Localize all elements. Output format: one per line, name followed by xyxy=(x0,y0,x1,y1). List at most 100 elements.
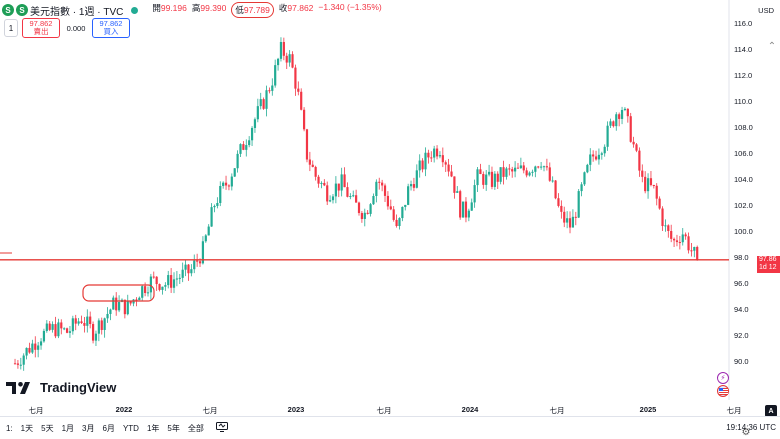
candle-body xyxy=(661,208,664,227)
sell-button[interactable]: 97.862 賣出 xyxy=(22,18,60,38)
candle-body xyxy=(135,299,138,301)
open-value: 99.196 xyxy=(160,3,187,13)
candle-body xyxy=(638,150,641,171)
candle-body xyxy=(170,275,173,288)
candle-body xyxy=(100,320,103,330)
candle-body xyxy=(308,159,311,165)
candle-body xyxy=(42,330,46,342)
scroll-up-icon[interactable]: ⌃ xyxy=(767,40,777,52)
candle-body xyxy=(681,234,684,243)
candle-body xyxy=(268,90,271,92)
candle-body xyxy=(693,246,696,251)
candle-body xyxy=(372,195,375,205)
timeframe-5d[interactable]: 5天 xyxy=(41,423,54,433)
candle-body xyxy=(334,183,337,197)
candle-body xyxy=(279,41,283,59)
candle-body xyxy=(383,185,387,196)
gear-icon[interactable]: ⚙ xyxy=(741,426,751,438)
auto-scale-button[interactable]: A xyxy=(765,405,777,417)
candle-body xyxy=(271,85,274,91)
candle-body xyxy=(467,210,470,218)
candle-body xyxy=(149,276,152,293)
candle-body xyxy=(537,166,540,168)
candle-body xyxy=(216,202,219,206)
candle-body xyxy=(415,170,418,188)
timeframe-all[interactable]: 全部 xyxy=(187,423,204,433)
candle-body xyxy=(201,241,205,264)
price-tick-label: 106.0 xyxy=(734,149,753,158)
candle-body xyxy=(447,164,450,172)
low-value: 97.789 xyxy=(243,5,270,15)
candle-body xyxy=(540,166,543,168)
candle-body xyxy=(404,204,407,207)
symbol-title[interactable]: 美元指數 · 1週 · TVC xyxy=(30,6,124,18)
candle-body xyxy=(172,279,176,288)
candle-body xyxy=(106,313,109,319)
dollar-symbol-icon: S xyxy=(2,4,14,16)
time-tick-label: 七月 xyxy=(28,406,44,415)
change-value: −1.340 (−1.35%) xyxy=(318,2,382,12)
timeframe-3m[interactable]: 3月 xyxy=(82,423,95,433)
clock-time[interactable]: 19:14:36 UTC xyxy=(726,423,776,432)
candle-body xyxy=(508,168,511,170)
candle-body xyxy=(525,170,528,176)
price-chart[interactable] xyxy=(0,0,780,416)
candle-body xyxy=(502,167,505,177)
candle-body xyxy=(670,230,673,239)
candle-body xyxy=(456,191,459,193)
tradingview-logo[interactable]: TradingView xyxy=(6,380,116,395)
candle-body xyxy=(329,200,332,202)
timeframe-ytd[interactable]: YTD xyxy=(122,423,139,433)
candle-body xyxy=(389,206,392,210)
candle-body xyxy=(276,58,280,66)
timeframe-6m[interactable]: 6月 xyxy=(102,423,115,433)
candle-body xyxy=(516,167,520,169)
candle-body xyxy=(207,226,210,236)
high-label: 高 xyxy=(191,3,201,13)
candle-body xyxy=(635,144,638,151)
lightning-icon[interactable]: ⚡ xyxy=(717,372,729,384)
candle-body xyxy=(485,174,488,185)
compare-icon[interactable] xyxy=(215,422,228,434)
candle-body xyxy=(438,155,442,157)
candle-body xyxy=(644,176,647,192)
candle-body xyxy=(600,153,603,155)
candle-body xyxy=(117,301,121,311)
candle-body xyxy=(31,343,34,353)
candle-body xyxy=(227,185,231,187)
timeframe-1d[interactable]: 1天 xyxy=(20,423,34,433)
candle-body xyxy=(427,152,430,158)
candle-body xyxy=(236,153,239,169)
candle-body xyxy=(519,165,522,169)
candle-body xyxy=(57,322,60,337)
timeframe-1m[interactable]: 1月 xyxy=(61,423,75,433)
currency-label[interactable]: USD xyxy=(758,6,774,15)
candle-body xyxy=(378,181,381,183)
candle-body xyxy=(190,269,193,274)
timeframe-1y[interactable]: 1年 xyxy=(146,423,160,433)
candle-body xyxy=(138,297,141,301)
range-rectangle-annotation[interactable] xyxy=(82,284,155,302)
candle-body xyxy=(493,173,496,187)
candle-body xyxy=(412,184,416,188)
buy-button[interactable]: 97.862 買入 xyxy=(92,18,130,38)
candle-body xyxy=(112,297,115,310)
candle-body xyxy=(68,331,72,333)
candle-body xyxy=(580,184,583,192)
candle-body xyxy=(300,91,303,110)
candle-body xyxy=(522,165,525,171)
candle-body xyxy=(678,242,681,244)
candle-body xyxy=(187,264,190,274)
candle-body xyxy=(48,323,51,330)
candle-body xyxy=(557,198,560,206)
price-tick-label: 92.0 xyxy=(734,331,749,340)
candle-body xyxy=(586,164,589,173)
timeframe-5y[interactable]: 5年 xyxy=(167,423,180,433)
candle-body xyxy=(340,174,343,191)
candle-body xyxy=(256,106,259,120)
candle-body xyxy=(193,260,196,270)
us-flag-icon[interactable] xyxy=(717,385,729,397)
legend-header: S S 美元指數 · 1週 · TVC 開99.196 高99.390 低97.… xyxy=(0,0,382,20)
candle-body xyxy=(453,176,456,193)
quantity-field[interactable]: 1 xyxy=(4,19,18,37)
